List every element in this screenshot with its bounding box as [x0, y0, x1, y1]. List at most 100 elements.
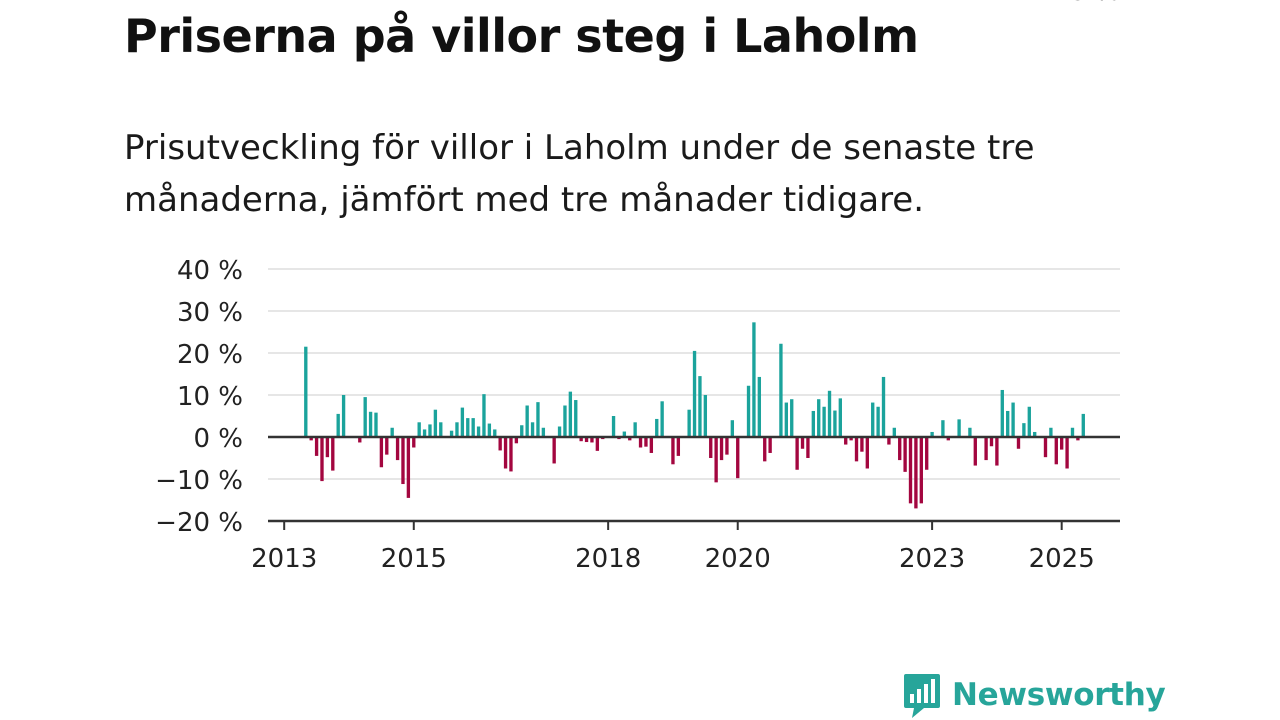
y-tick-label: −10 %	[155, 466, 243, 496]
bar	[406, 437, 411, 498]
bar	[1060, 437, 1064, 450]
bar	[827, 390, 832, 437]
bar	[908, 437, 913, 504]
bar	[806, 437, 810, 458]
bar	[1070, 427, 1075, 437]
bar	[849, 437, 853, 441]
bar	[817, 399, 821, 437]
bar	[622, 431, 627, 437]
bar	[509, 437, 513, 472]
bar	[919, 437, 923, 504]
bar	[676, 437, 681, 456]
x-tick-label: 2015	[381, 544, 447, 574]
bar	[703, 395, 708, 437]
bar	[763, 437, 767, 462]
bar	[746, 385, 751, 437]
bar	[1043, 437, 1048, 458]
bar	[860, 437, 864, 452]
bar	[1033, 431, 1037, 437]
x-tick-label: 2020	[705, 544, 771, 574]
bar	[363, 397, 367, 437]
bar	[644, 437, 648, 447]
bar	[568, 391, 573, 437]
bar	[930, 431, 934, 437]
bar	[779, 343, 783, 437]
bar	[595, 437, 600, 451]
data-label: 5 %	[1071, 0, 1121, 7]
bar	[752, 322, 756, 437]
last-value-label: 5 %	[1071, 0, 1121, 7]
bar	[1049, 427, 1053, 437]
bar	[498, 437, 502, 451]
bar	[304, 346, 308, 437]
bar	[692, 350, 697, 437]
bar	[530, 422, 535, 437]
bar	[1027, 406, 1031, 437]
bar	[638, 437, 643, 448]
bar	[757, 376, 762, 437]
x-tick-label: 2025	[1029, 544, 1095, 574]
bar	[887, 437, 891, 445]
bar	[314, 437, 319, 456]
newsworthy-logo: Newsworthy	[902, 670, 1166, 720]
bar	[379, 437, 384, 468]
bar	[1065, 437, 1069, 469]
bar	[633, 422, 637, 437]
bar	[574, 400, 578, 437]
bar	[946, 437, 950, 441]
bar	[460, 407, 465, 437]
bar	[471, 418, 475, 437]
y-tick-label: 20 %	[177, 340, 243, 370]
bar	[487, 423, 492, 437]
y-axis-labels: 40 % 30 % 20 % 10 % 0 % −10 % −20 %	[155, 256, 243, 538]
bar	[833, 410, 837, 437]
bars	[304, 322, 1085, 509]
bar	[989, 437, 994, 447]
bar	[790, 399, 794, 437]
bar	[628, 437, 632, 441]
bar	[439, 422, 443, 437]
bar	[800, 437, 805, 449]
bar	[725, 437, 729, 455]
bar	[957, 419, 961, 437]
bar	[871, 402, 875, 437]
bar	[925, 437, 929, 470]
bar	[1054, 437, 1058, 465]
bar	[671, 437, 675, 465]
x-axis-labels: 2013 2015 2018 2020 2023 2025	[251, 521, 1095, 574]
bar	[584, 437, 589, 443]
bar	[881, 376, 886, 437]
bar	[390, 427, 394, 437]
bar	[730, 420, 735, 437]
bar	[973, 437, 977, 466]
x-tick-label: 2023	[899, 544, 965, 574]
bar-chart-speech-bubble-icon	[904, 674, 940, 718]
y-tick-label: 40 %	[177, 256, 243, 286]
bar	[536, 402, 540, 437]
bar	[1016, 437, 1021, 449]
bar	[768, 437, 772, 453]
bar	[611, 416, 616, 437]
bar	[336, 413, 340, 437]
bar	[903, 437, 907, 472]
bar	[385, 437, 389, 455]
brand-name: Newsworthy	[952, 677, 1166, 713]
bar	[358, 437, 362, 443]
bar	[687, 409, 691, 437]
page-subtitle: Prisutveckling för villor i Laholm under…	[124, 128, 1035, 220]
bar	[482, 394, 486, 437]
y-tick-label: 10 %	[177, 382, 243, 412]
bar	[1006, 410, 1010, 437]
bar	[309, 437, 313, 441]
bar	[876, 406, 880, 437]
bar	[968, 427, 972, 437]
bar	[493, 429, 497, 437]
bar	[466, 418, 470, 437]
bar	[995, 437, 999, 466]
bar	[898, 437, 902, 461]
bar	[941, 420, 945, 437]
bar	[412, 437, 416, 448]
bar	[736, 437, 740, 479]
bar	[368, 411, 373, 437]
x-tick-label: 2018	[575, 544, 641, 574]
